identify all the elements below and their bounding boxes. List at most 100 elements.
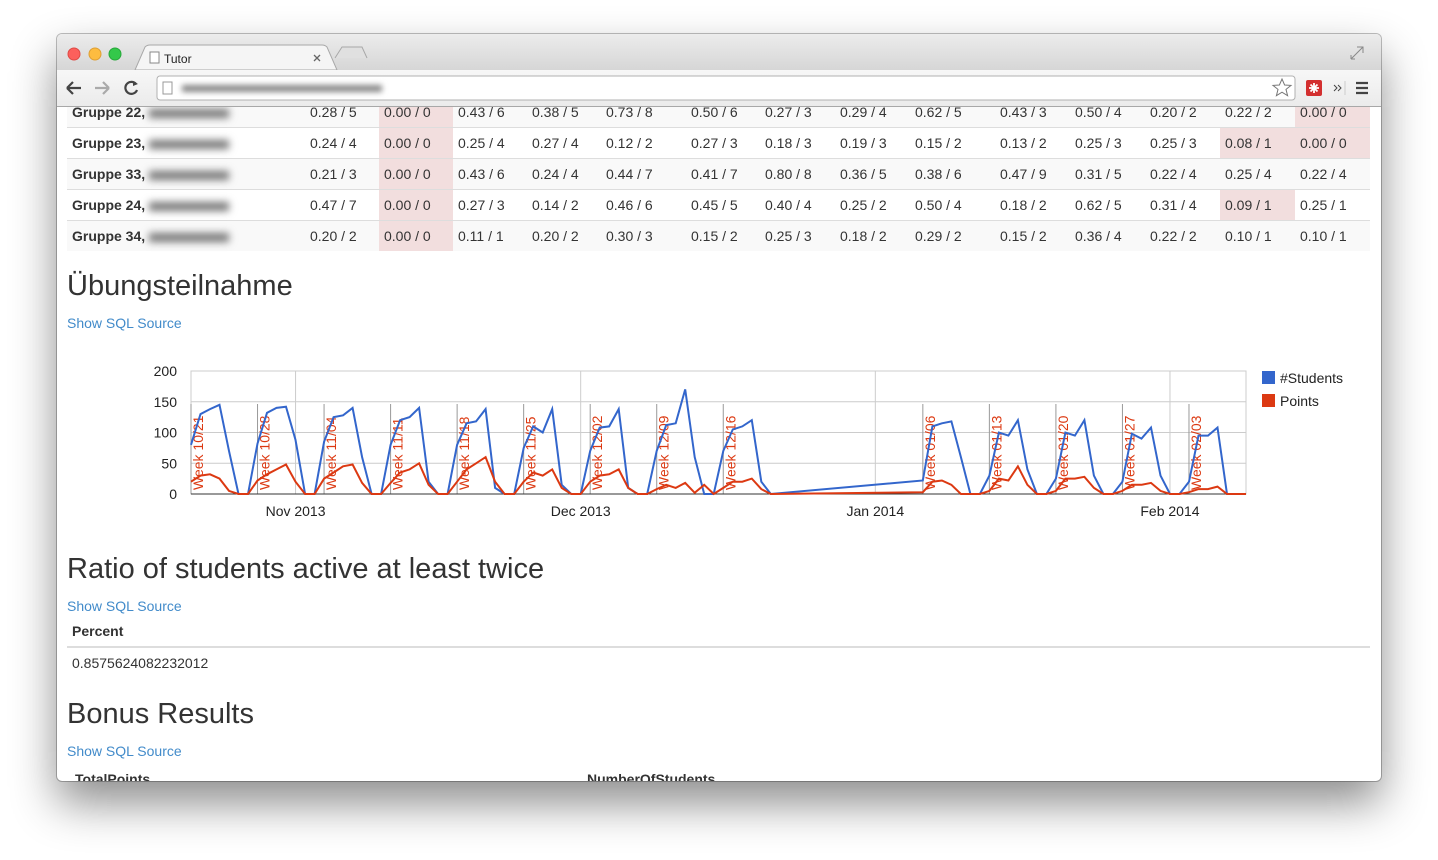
sql-source-link[interactable]: Show SQL Source xyxy=(67,598,182,614)
legend-swatch xyxy=(1262,371,1275,384)
back-button[interactable] xyxy=(66,81,81,95)
table-row: Gruppe 22, 0.28 / 5 0.00 / 0 0.43 / 6 0.38 /… xyxy=(67,107,1370,128)
annotation-label: Week 11/18 xyxy=(456,416,472,490)
table-cell: 0.22 / 4 xyxy=(1145,158,1220,190)
table-cell: 0.50 / 6 xyxy=(686,107,760,128)
cell-text: 0.13 / 2 xyxy=(1000,135,1047,151)
table-cell: 0.46 / 6 xyxy=(601,189,686,221)
table-cell: 0.47 / 7 xyxy=(305,189,379,221)
table-cell: 0.14 / 2 xyxy=(527,189,601,221)
table-row: Gruppe 23, 0.24 / 4 0.00 / 0 0.25 / 4 0.27 /… xyxy=(67,127,1370,159)
cell-text: 0.30 / 3 xyxy=(606,228,653,244)
overflow-chevron[interactable] xyxy=(1333,84,1342,92)
table-cell: 0.62 / 5 xyxy=(1070,189,1145,221)
cell-text: 0.62 / 5 xyxy=(915,107,962,120)
cell-text: Gruppe 22, xyxy=(72,107,146,120)
group-table: Gruppe 22, 0.28 / 5 0.00 / 0 0.43 / 6 0.38 /… xyxy=(67,107,1370,251)
cell-text: 0.20 / 2 xyxy=(1150,107,1197,120)
title-bar-graphics: Tutor xyxy=(67,44,1364,71)
cell-text: 0.09 / 1 xyxy=(1225,197,1272,213)
cell-text: 0.11 / 1 xyxy=(458,228,504,244)
legend-swatch xyxy=(1262,394,1275,407)
cell-text: 0.25 / 3 xyxy=(1150,135,1197,151)
table-cell: 0.80 / 8 xyxy=(760,158,835,190)
table-cell: 0.00 / 0 xyxy=(379,107,453,128)
table-cell: 0.25 / 3 xyxy=(1070,127,1145,159)
table-cell: 0.29 / 2 xyxy=(910,220,995,251)
table-cell: 0.25 / 4 xyxy=(453,127,527,159)
table-cell: 0.20 / 2 xyxy=(527,220,601,251)
cell-text: 0.15 / 2 xyxy=(915,135,962,151)
blurred-name xyxy=(149,232,230,242)
annotation-label: Week 01/06 xyxy=(922,415,938,490)
table-cell: 0.45 / 5 xyxy=(686,189,760,221)
legend-label: Points xyxy=(1280,393,1319,409)
fullscreen-button[interactable] xyxy=(1350,46,1364,60)
forward-button[interactable] xyxy=(95,81,110,95)
table-cell: 0.22 / 4 xyxy=(1295,158,1370,190)
section-heading: Bonus Results xyxy=(67,698,254,730)
cell-text: 0.22 / 2 xyxy=(1225,107,1272,120)
cell-text: 0.00 / 0 xyxy=(384,107,431,120)
annotation-label: Week 11/25 xyxy=(523,416,539,490)
cell-text: 0.47 / 9 xyxy=(1000,166,1047,182)
cell-text: 0.50 / 4 xyxy=(1075,107,1122,120)
reload-button[interactable] xyxy=(124,80,139,95)
new-tab-button[interactable] xyxy=(334,46,368,59)
column-header: NumberOfStudents xyxy=(587,771,716,781)
sql-source-link[interactable]: Show SQL Source xyxy=(67,743,182,759)
cell-text: 0.20 / 2 xyxy=(532,228,579,244)
table-cell: 0.11 / 1 xyxy=(453,220,527,251)
cell-text: 0.10 / 1 xyxy=(1225,228,1272,244)
group-name: Gruppe 22, xyxy=(67,107,305,128)
table-cell: 0.38 / 5 xyxy=(527,107,601,128)
omnibox[interactable] xyxy=(156,75,1296,101)
table-cell: 0.08 / 1 xyxy=(1220,127,1295,159)
cell-text: 0.50 / 6 xyxy=(691,107,738,120)
table-cell: 0.38 / 6 xyxy=(910,158,995,190)
table-cell: 0.18 / 2 xyxy=(835,220,910,251)
cell-text: 0.29 / 4 xyxy=(840,107,887,120)
sql-source-link[interactable]: Show SQL Source xyxy=(67,315,182,331)
cell-text: 0.22 / 4 xyxy=(1300,166,1347,182)
group-name: Gruppe 33, xyxy=(67,158,305,190)
cell-text: 0.22 / 4 xyxy=(1150,166,1197,182)
table-cell: 0.36 / 5 xyxy=(835,158,910,190)
cell-text: 0.31 / 5 xyxy=(1075,166,1122,182)
cell-text: 0.00 / 0 xyxy=(384,228,431,244)
table-cell: 0.12 / 2 xyxy=(601,127,686,159)
chart: 0 50 100 150 200 Nov 2013 Dec 2013 Jan 2014 Feb … xyxy=(154,363,1343,519)
table-cell: 0.00 / 0 xyxy=(379,189,453,221)
toolbar-graphics xyxy=(66,75,1368,101)
table-cell: 0.09 / 1 xyxy=(1220,189,1295,221)
cell-text: 0.25 / 3 xyxy=(1075,135,1122,151)
cell-text: 0.25 / 1 xyxy=(1300,197,1347,213)
cell-text: 0.25 / 4 xyxy=(1225,166,1272,182)
menu-button[interactable] xyxy=(1356,81,1368,95)
minimize-button[interactable] xyxy=(88,47,102,61)
tab-close[interactable] xyxy=(313,54,321,62)
table-cell: 0.00 / 0 xyxy=(1295,107,1370,128)
close-button[interactable] xyxy=(67,47,81,61)
table-cell: 0.31 / 5 xyxy=(1070,158,1145,190)
tab[interactable] xyxy=(134,44,338,71)
legend-label: #Students xyxy=(1280,370,1343,386)
zoom-button[interactable] xyxy=(108,47,122,61)
bookmark-star[interactable] xyxy=(1271,77,1293,97)
cell-text: 0.24 / 4 xyxy=(310,135,357,151)
annotation-label: Week 12/16 xyxy=(722,415,738,490)
table-cell: 0.25 / 3 xyxy=(760,220,835,251)
column-header: TotalPoints xyxy=(75,771,151,781)
blurred-name xyxy=(149,201,230,211)
table-cell: 0.22 / 2 xyxy=(1145,220,1220,251)
cell-text: 0.20 / 2 xyxy=(310,228,357,244)
cell-text: 0.43 / 3 xyxy=(1000,107,1047,120)
cell-text: 0.27 / 3 xyxy=(458,197,505,213)
y-tick-label: 150 xyxy=(154,394,178,410)
y-tick-label: 0 xyxy=(169,486,177,502)
cell-text: 0.25 / 2 xyxy=(840,197,887,213)
cell-text: 0.62 / 5 xyxy=(1075,197,1122,213)
table-cell: 0.50 / 4 xyxy=(910,189,995,221)
cell-text: 0.47 / 7 xyxy=(310,197,357,213)
y-tick-label: 100 xyxy=(154,425,178,441)
